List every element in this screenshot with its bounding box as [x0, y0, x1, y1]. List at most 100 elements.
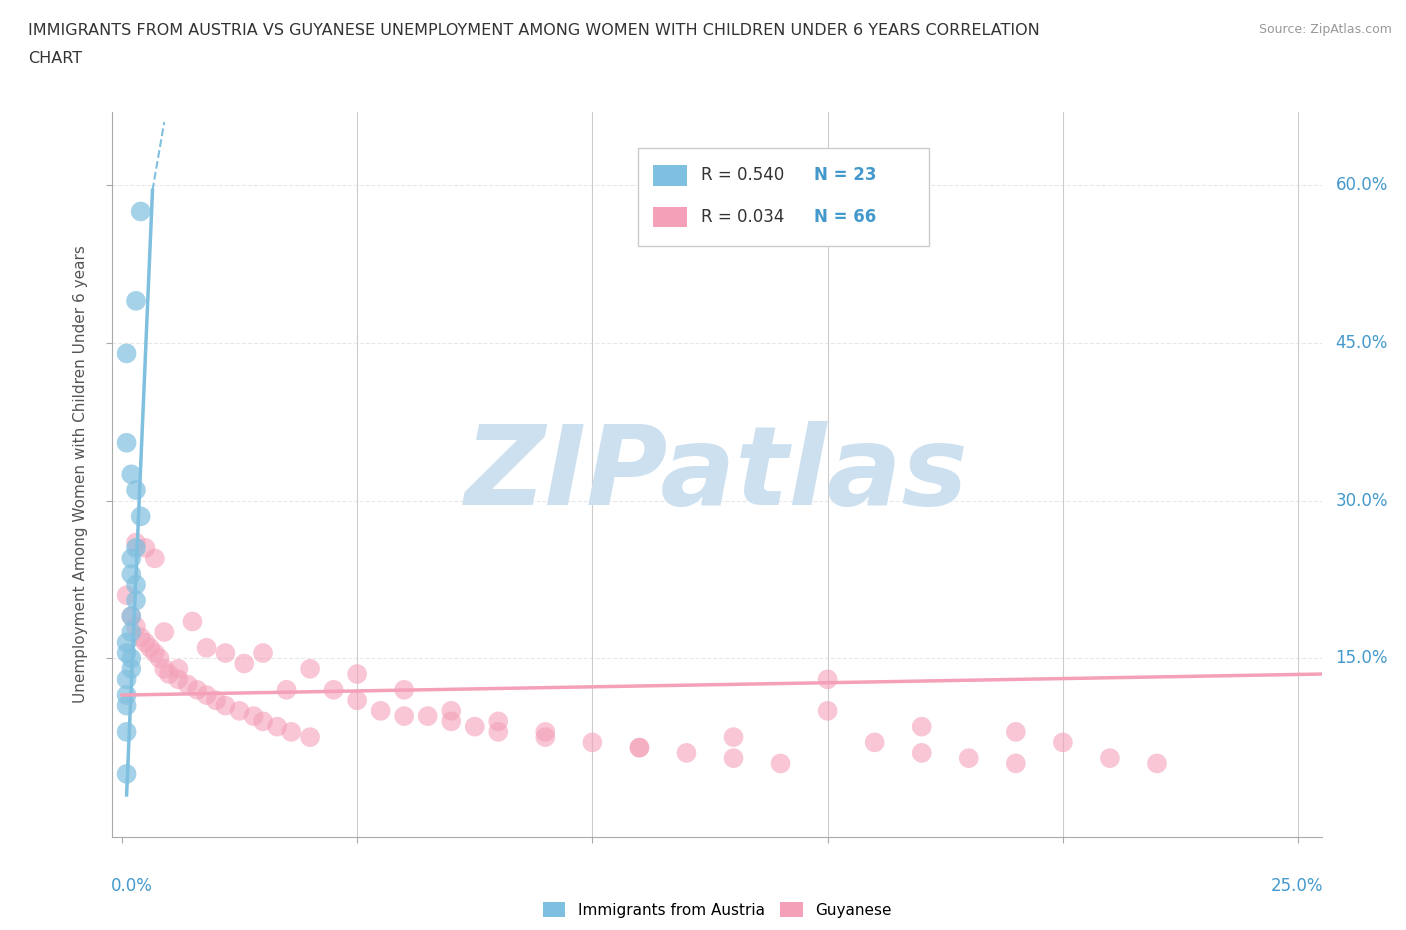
Point — [129, 509, 152, 524]
Point — [1098, 751, 1121, 765]
Point — [416, 709, 439, 724]
FancyBboxPatch shape — [638, 148, 929, 246]
Text: N = 23: N = 23 — [814, 166, 876, 184]
Point — [440, 714, 463, 729]
Point — [628, 740, 651, 755]
Point — [120, 467, 142, 482]
Text: N = 66: N = 66 — [814, 207, 876, 226]
Point — [817, 703, 839, 718]
Point — [115, 766, 138, 781]
Point — [153, 661, 176, 676]
Point — [153, 625, 176, 640]
Point — [723, 730, 745, 745]
Point — [167, 661, 190, 676]
Point — [120, 661, 142, 676]
Point — [628, 740, 651, 755]
Point — [186, 683, 208, 698]
Point — [911, 719, 934, 734]
Bar — [652, 206, 688, 227]
Text: 25.0%: 25.0% — [1271, 877, 1323, 895]
Bar — [652, 166, 688, 186]
Text: IMMIGRANTS FROM AUSTRIA VS GUYANESE UNEMPLOYMENT AMONG WOMEN WITH CHILDREN UNDER: IMMIGRANTS FROM AUSTRIA VS GUYANESE UNEM… — [28, 23, 1040, 38]
Text: 15.0%: 15.0% — [1336, 649, 1388, 668]
Point — [957, 751, 980, 765]
Point — [120, 551, 142, 565]
Point — [1146, 756, 1168, 771]
Point — [195, 687, 218, 702]
Point — [134, 635, 156, 650]
Point — [115, 645, 138, 660]
Point — [125, 540, 148, 555]
Text: CHART: CHART — [28, 51, 82, 66]
Point — [120, 609, 142, 624]
Text: ZIPatlas: ZIPatlas — [465, 420, 969, 528]
Point — [1052, 735, 1074, 750]
Point — [299, 661, 322, 676]
Point — [392, 683, 415, 698]
Point — [125, 535, 148, 550]
Point — [214, 645, 236, 660]
Point — [266, 719, 288, 734]
Point — [486, 724, 509, 739]
Point — [205, 693, 228, 708]
Legend: Immigrants from Austria, Guyanese: Immigrants from Austria, Guyanese — [537, 896, 897, 923]
Point — [863, 735, 886, 750]
Point — [167, 671, 190, 686]
Text: 0.0%: 0.0% — [111, 877, 153, 895]
Point — [486, 714, 509, 729]
Point — [143, 645, 166, 660]
Point — [464, 719, 486, 734]
Point — [534, 730, 557, 745]
Point — [120, 566, 142, 581]
Point — [125, 619, 148, 634]
Point — [370, 703, 392, 718]
Point — [115, 698, 138, 713]
Point — [581, 735, 603, 750]
Point — [392, 709, 415, 724]
Point — [115, 346, 138, 361]
Point — [1004, 724, 1026, 739]
Point — [233, 656, 256, 671]
Text: 45.0%: 45.0% — [1336, 334, 1388, 352]
Point — [769, 756, 792, 771]
Point — [120, 609, 142, 624]
Text: 60.0%: 60.0% — [1336, 176, 1388, 194]
Point — [120, 625, 142, 640]
Point — [115, 724, 138, 739]
Y-axis label: Unemployment Among Women with Children Under 6 years: Unemployment Among Women with Children U… — [73, 246, 89, 703]
Point — [139, 641, 162, 656]
Point — [675, 746, 697, 761]
Point — [299, 730, 322, 745]
Point — [115, 435, 138, 450]
Point — [148, 651, 170, 666]
Point — [252, 714, 274, 729]
Point — [177, 677, 200, 692]
Point — [228, 703, 250, 718]
Point — [115, 687, 138, 702]
Point — [115, 671, 138, 686]
Point — [534, 724, 557, 739]
Point — [115, 635, 138, 650]
Point — [911, 746, 934, 761]
Point — [129, 204, 152, 219]
Point — [120, 651, 142, 666]
Point — [134, 540, 156, 555]
Point — [129, 630, 152, 644]
Point — [252, 645, 274, 660]
Text: 30.0%: 30.0% — [1336, 492, 1388, 510]
Point — [346, 693, 368, 708]
Point — [280, 724, 302, 739]
Point — [276, 683, 298, 698]
Point — [181, 614, 204, 629]
Point — [143, 551, 166, 565]
Point — [817, 671, 839, 686]
Point — [195, 641, 218, 656]
Point — [214, 698, 236, 713]
Point — [723, 751, 745, 765]
Text: R = 0.034: R = 0.034 — [702, 207, 785, 226]
Point — [440, 703, 463, 718]
Point — [125, 293, 148, 308]
Point — [242, 709, 264, 724]
Point — [125, 578, 148, 592]
Text: Source: ZipAtlas.com: Source: ZipAtlas.com — [1258, 23, 1392, 36]
